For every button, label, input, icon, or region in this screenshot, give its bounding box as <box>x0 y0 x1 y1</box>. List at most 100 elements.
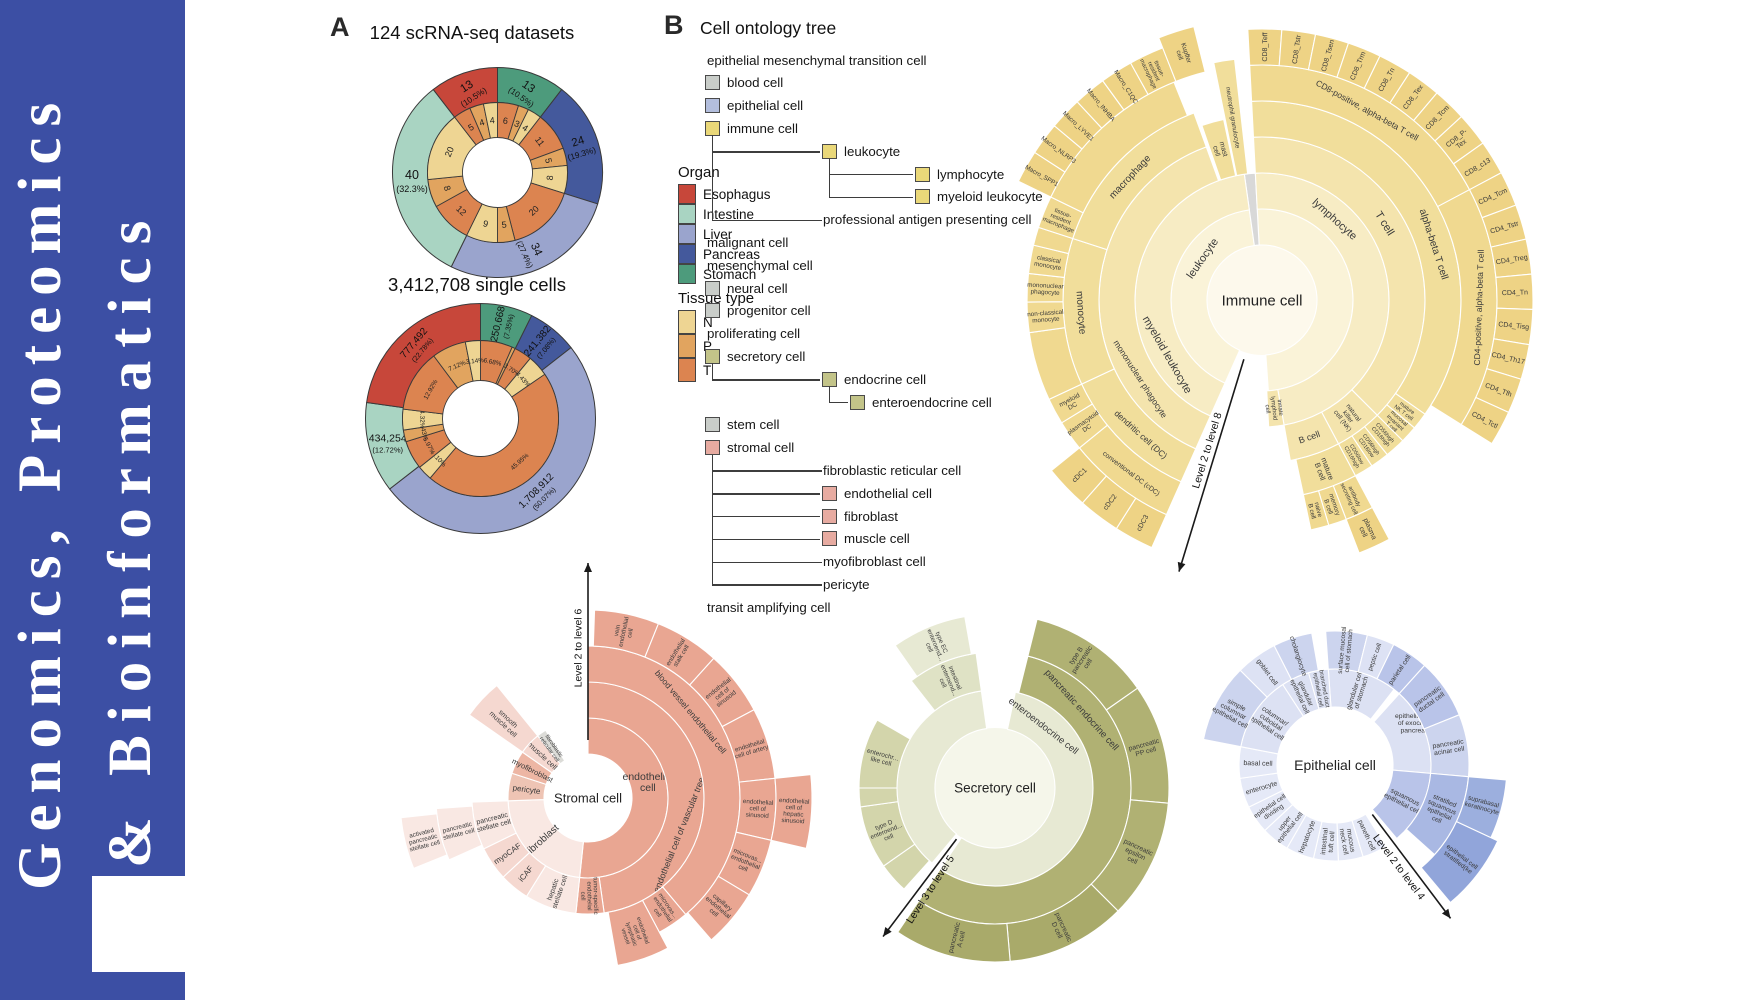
tree-item-label: progenitor cell <box>727 303 811 319</box>
tree-connector <box>711 493 820 495</box>
chart-segment <box>537 729 566 765</box>
legend-item: T <box>678 358 808 382</box>
chart-label: type Bpancreaticcell <box>1065 641 1101 679</box>
tree-node-icon <box>705 348 720 364</box>
tree-item-label: immune cell <box>727 120 798 136</box>
chart-label: 3 <box>513 118 521 129</box>
panel-b-label: B <box>664 10 684 40</box>
tree-item-label: stromal cell <box>727 440 795 456</box>
tree-item-label: secretory cell <box>727 348 806 364</box>
donut2-chart: 250,668(7.35%) 241,382(7.08%)1,708,912(50… <box>365 303 596 534</box>
cell-ontology-tree: epithelial mesenchymal transition cell bl… <box>700 46 1043 631</box>
legend-item: N <box>678 310 808 334</box>
tree-item-label: myeloid leukocyte <box>937 189 1043 205</box>
tree-item: secretory cell <box>705 347 805 365</box>
tree-item-label: fibroblast <box>844 508 898 524</box>
chart-segment <box>482 102 498 139</box>
tree-node-icon <box>822 508 837 524</box>
tree-connector <box>711 151 820 153</box>
tree-item: blood cell <box>705 74 783 92</box>
chart-segment <box>429 373 559 497</box>
tree-connector <box>711 470 822 472</box>
chart-segment <box>1158 26 1206 82</box>
legend-organ-title: Organ <box>678 164 720 181</box>
legend-item: P <box>678 334 808 358</box>
chart-label: tissue-residentmacrophage <box>1041 205 1080 235</box>
legend-item: Intestine <box>678 204 808 224</box>
tree-item-label: leukocyte <box>844 143 901 159</box>
chart-label: 20 <box>443 145 456 158</box>
tree-connector <box>711 454 713 585</box>
tree-item: epithelial cell <box>705 97 803 115</box>
chart-segment <box>1266 389 1285 428</box>
chart-label: CD8_Teff <box>1262 32 1269 61</box>
chart-label: tumor-specificendothelialcell <box>579 877 598 915</box>
journal-title-line1: Genomics, Proteomics <box>7 91 74 890</box>
chart-label: 8 <box>442 184 453 192</box>
tree-item: neural cell <box>705 279 788 297</box>
chart-segment <box>1201 118 1237 181</box>
tree-item-label: mesenchymal cell <box>707 257 813 273</box>
tree-item: fibroblast <box>822 507 898 525</box>
tree-connector <box>828 158 830 197</box>
tree-item: muscle cell <box>822 530 910 548</box>
level-arrow <box>1178 359 1245 572</box>
chart-label: naiveB cell <box>1306 501 1323 520</box>
legend-swatch <box>678 334 696 358</box>
sunburst-hole <box>1207 245 1317 355</box>
legend-swatch <box>678 244 696 264</box>
tree-node-icon <box>705 417 720 433</box>
chart-label: endothelial cell <box>622 771 673 794</box>
journal-banner: Genomics, Proteomics & Bioinformatics <box>0 0 185 1000</box>
chart-segment <box>607 899 669 966</box>
chart-label: surface mucosalcell of stomach <box>1337 626 1355 675</box>
chart-segment <box>897 900 1011 963</box>
tree-connector <box>828 386 830 402</box>
legend-swatch <box>678 184 696 204</box>
tree-connector <box>711 135 713 220</box>
sunburst-hole <box>935 728 1055 848</box>
tree-connector <box>828 196 913 199</box>
tree-node-icon <box>705 303 720 319</box>
tree-item: professional antigen presenting cell <box>823 211 1031 229</box>
chart-label: mucousneck cell <box>1338 827 1356 856</box>
tree-connector <box>711 584 822 586</box>
tree-item: transit amplifying cell <box>707 598 830 616</box>
chart-label: 9 <box>482 218 489 229</box>
chart-label: activatedpancreaticstellate cell <box>406 826 441 853</box>
chart-label: 2.43% <box>418 422 429 442</box>
chart-label: 4 <box>520 123 530 134</box>
tree-item-label: neural cell <box>727 280 788 296</box>
chart-label: 5 <box>543 157 554 164</box>
legend-item-label: Esophagus <box>703 186 771 202</box>
chart-segment <box>468 684 539 753</box>
tree-item: pericyte <box>823 575 870 593</box>
tree-connector <box>711 516 820 518</box>
banner-notch <box>92 876 185 972</box>
tree-item-label: endocrine cell <box>844 371 927 387</box>
donut1-chart: 13(10.5%)24(19.3%)34(27.4%)40 (32.3%)13(1… <box>392 67 603 278</box>
sunburst-hole <box>1277 707 1393 823</box>
legend-organ-items: Esophagus Intestine Liver Pancreas Stomach <box>678 184 808 284</box>
chart-label: basal cell <box>1243 760 1273 768</box>
tree-item: fibroblastic reticular cell <box>823 461 961 479</box>
chart-segment <box>770 774 813 849</box>
tree-connector <box>711 379 820 381</box>
chart-label: mononuclearphagocyte <box>1027 282 1064 298</box>
tree-node-icon <box>822 531 837 547</box>
chart-segment <box>1460 396 1510 445</box>
legend-item: Stomach <box>678 264 808 284</box>
tree-item-label: professional antigen presenting cell <box>823 212 1032 228</box>
tree-item: progenitor cell <box>705 302 811 320</box>
tree-connector <box>711 538 820 541</box>
tree-item: lymphocyte <box>915 165 1004 183</box>
chart-label: Immune cell <box>1222 292 1303 309</box>
panel-a-label: A <box>330 12 350 42</box>
chart-label: Level 2 to level 4 <box>1370 832 1427 902</box>
legend-item: Liver <box>678 224 808 244</box>
tree-node-icon <box>915 166 930 182</box>
legend-item-label: Stomach <box>703 266 757 282</box>
